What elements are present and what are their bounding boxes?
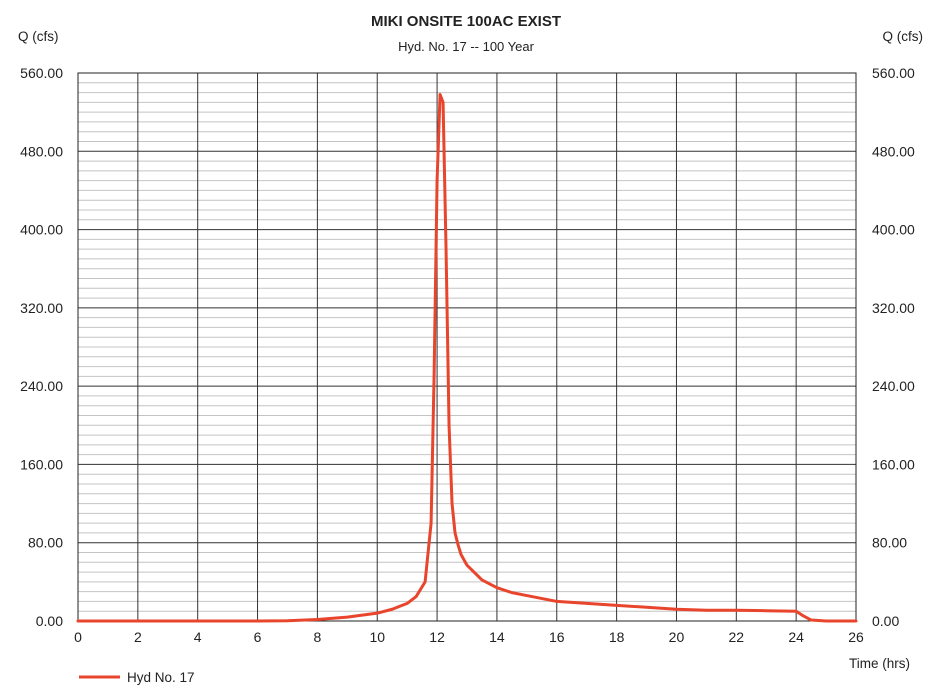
chart-subtitle: Hyd. No. 17 -- 100 Year [398, 39, 535, 54]
grid-minor [78, 82, 856, 612]
y-tick-labels-left: 0.00 80.00 160.00 240.00 320.00 400.00 480.00 5… [20, 65, 63, 629]
y-tick-label-left: 560.00 [20, 65, 63, 81]
y-tick-label-left: 400.00 [20, 222, 63, 238]
series-layer [76, 93, 858, 623]
y-tick-label-left: 320.00 [20, 300, 63, 316]
x-tick-label: 4 [194, 629, 202, 645]
y-axis-label-left: Q (cfs) [18, 29, 59, 44]
y-tick-labels-right: 0.00 80.00 160.00 240.00 320.00 400.00 480.00 5… [872, 65, 915, 629]
y-tick-label-left: 0.00 [36, 613, 63, 629]
x-tick-label: 24 [788, 629, 804, 645]
x-tick-label: 20 [669, 629, 685, 645]
legend-label: Hyd No. 17 [127, 670, 195, 685]
x-tick-label: 18 [609, 629, 625, 645]
y-tick-label-right: 160.00 [872, 456, 915, 472]
y-tick-label-right: 240.00 [872, 378, 915, 394]
x-tick-labels: 0 2 4 6 8 10 12 14 16 18 20 22 24 26 [74, 629, 864, 645]
y-tick-label-right: 320.00 [872, 300, 915, 316]
x-tick-label: 6 [254, 629, 262, 645]
y-tick-label-right: 0.00 [872, 613, 899, 629]
y-axis-label-right: Q (cfs) [883, 29, 924, 44]
x-tick-label: 2 [134, 629, 142, 645]
x-tick-label: 8 [313, 629, 321, 645]
y-tick-label-left: 480.00 [20, 143, 63, 159]
y-tick-label-right: 80.00 [872, 535, 907, 551]
x-tick-label: 22 [729, 629, 745, 645]
x-tick-label: 12 [429, 629, 445, 645]
series-line [76, 93, 858, 623]
x-axis-label: Time (hrs) [849, 656, 910, 671]
x-tick-label: 10 [369, 629, 385, 645]
x-tick-label: 16 [549, 629, 565, 645]
chart-title: MIKI ONSITE 100AC EXIST [371, 13, 561, 30]
x-tick-label: 0 [74, 629, 82, 645]
x-tick-label: 26 [848, 629, 864, 645]
y-tick-label-left: 80.00 [28, 535, 63, 551]
y-tick-label-right: 480.00 [872, 143, 915, 159]
y-tick-label-left: 240.00 [20, 378, 63, 394]
y-tick-label-right: 400.00 [872, 222, 915, 238]
legend: Hyd No. 17 [79, 670, 195, 685]
plot-frame [77, 72, 857, 622]
y-tick-label-right: 560.00 [872, 65, 915, 81]
y-tick-label-left: 160.00 [20, 456, 63, 472]
x-tick-label: 14 [489, 629, 505, 645]
